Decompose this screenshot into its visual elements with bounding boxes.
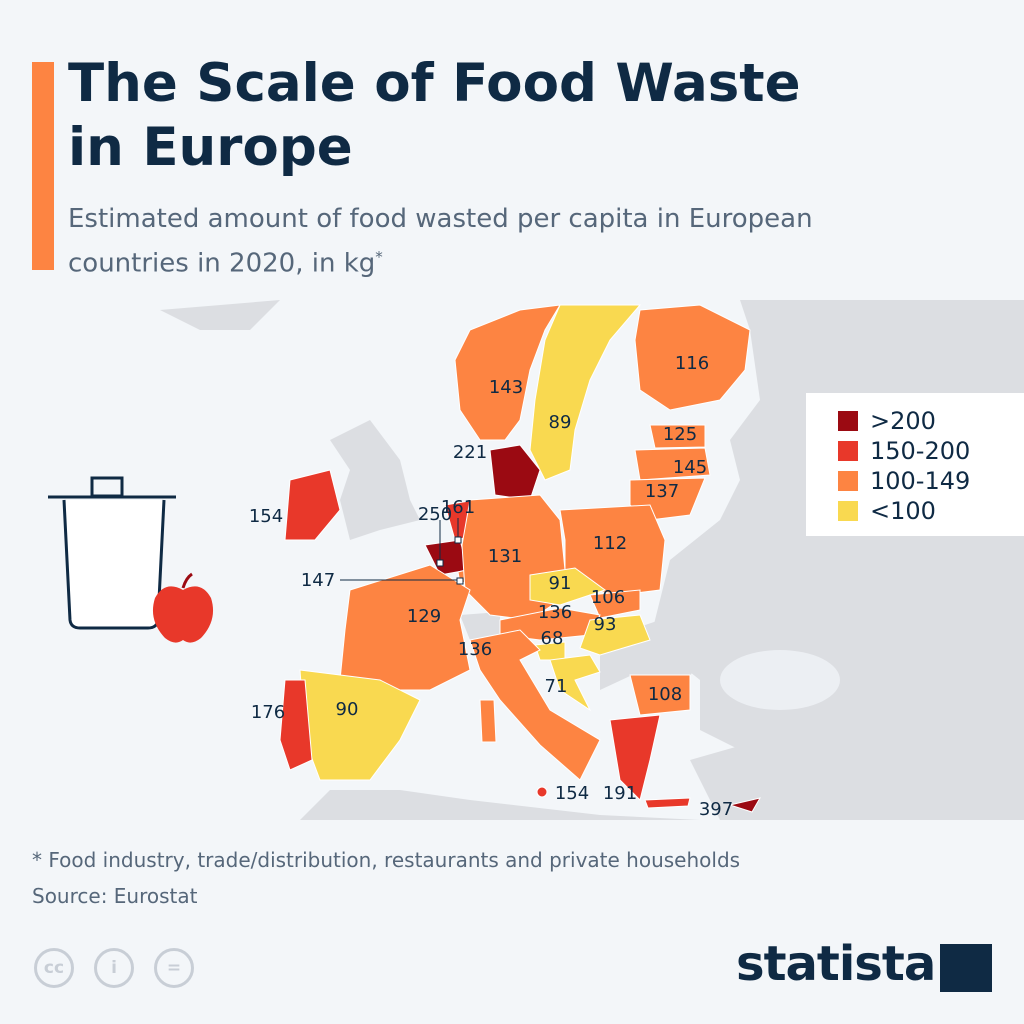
legend-swatch bbox=[838, 441, 858, 461]
legend-swatch bbox=[838, 471, 858, 491]
value-label-dk: 221 bbox=[453, 442, 487, 463]
value-label-bg: 108 bbox=[648, 684, 682, 705]
value-label-at: 136 bbox=[538, 602, 572, 623]
footnote: * Food industry, trade/distribution, res… bbox=[32, 848, 741, 872]
country-pt bbox=[279, 679, 313, 771]
legend-label: 150-200 bbox=[870, 437, 971, 465]
country-no bbox=[454, 304, 561, 441]
country-se bbox=[529, 304, 642, 481]
value-label-sk: 106 bbox=[591, 587, 625, 608]
country-gr bbox=[644, 797, 691, 809]
legend-item: 100-149 bbox=[838, 467, 970, 495]
trash-bin-icon bbox=[48, 476, 214, 643]
value-label-it: 136 bbox=[458, 639, 492, 660]
value-label-de: 131 bbox=[488, 546, 522, 567]
country-ie bbox=[284, 469, 341, 541]
value-label-fr: 129 bbox=[407, 606, 441, 627]
legend-swatch bbox=[838, 501, 858, 521]
legend-label: 100-149 bbox=[870, 467, 971, 495]
country-gr bbox=[609, 714, 661, 801]
value-label-be: 250 bbox=[418, 504, 452, 525]
legend-label: <100 bbox=[870, 497, 936, 525]
attribution-icon[interactable]: i bbox=[94, 948, 134, 988]
value-label-lt: 137 bbox=[645, 481, 679, 502]
country-bg bbox=[629, 674, 691, 716]
country-sk bbox=[589, 589, 641, 619]
leader-markers bbox=[436, 536, 464, 585]
footnote-mark: * bbox=[375, 248, 383, 266]
value-label-ie: 154 bbox=[249, 506, 283, 527]
value-label-hr: 71 bbox=[545, 676, 568, 697]
value-label-nl: 161 bbox=[441, 497, 475, 518]
country-fr bbox=[339, 564, 471, 691]
value-label-lu: 147 bbox=[301, 570, 335, 591]
statista-logo[interactable]: statista bbox=[736, 936, 936, 992]
country-fi bbox=[634, 304, 751, 411]
country-cz bbox=[529, 567, 607, 606]
subtitle-text: Estimated amount of food wasted per capi… bbox=[68, 204, 813, 279]
page-title: The Scale of Food Waste in Europe bbox=[68, 53, 801, 178]
country-dk bbox=[489, 444, 541, 501]
source: Source: Eurostat bbox=[32, 884, 198, 908]
country-hu bbox=[579, 614, 651, 656]
value-label-es: 90 bbox=[336, 699, 359, 720]
leader-lines bbox=[340, 518, 460, 581]
cc-license-icon[interactable]: cc bbox=[34, 948, 74, 988]
legend-item: <100 bbox=[838, 497, 936, 525]
value-label-fi: 116 bbox=[675, 353, 709, 374]
value-label-hu: 93 bbox=[594, 614, 617, 635]
value-label-cz: 91 bbox=[549, 573, 572, 594]
country-it bbox=[479, 699, 497, 743]
value-label-pt: 176 bbox=[251, 702, 285, 723]
country-ee bbox=[649, 424, 706, 449]
accent-bar bbox=[32, 62, 54, 270]
apple-icon bbox=[152, 572, 214, 643]
value-label-gr: 191 bbox=[603, 783, 637, 804]
legend-swatch bbox=[838, 411, 858, 431]
value-label-se: 89 bbox=[549, 412, 572, 433]
country-lv bbox=[634, 447, 711, 481]
value-label-si: 68 bbox=[541, 628, 564, 649]
legend: >200 150-200 100-149 <100 bbox=[806, 393, 1024, 536]
legend-item: 150-200 bbox=[838, 437, 970, 465]
legend-item: >200 bbox=[838, 407, 936, 435]
country-mt bbox=[536, 786, 548, 798]
value-label-ee: 125 bbox=[663, 424, 697, 445]
black-sea bbox=[720, 650, 840, 710]
value-label-lv: 145 bbox=[673, 457, 707, 478]
no-derivatives-icon[interactable]: = bbox=[154, 948, 194, 988]
country-cy bbox=[728, 797, 762, 813]
subtitle: Estimated amount of food wasted per capi… bbox=[68, 200, 828, 283]
value-label-cy: 397 bbox=[699, 799, 733, 820]
statista-logo-mark bbox=[940, 944, 992, 992]
value-label-pl: 112 bbox=[593, 533, 627, 554]
country-it bbox=[469, 629, 601, 781]
value-label-no: 143 bbox=[489, 377, 523, 398]
country-hr bbox=[549, 654, 601, 712]
value-label-mt: 154 bbox=[555, 783, 589, 804]
legend-label: >200 bbox=[870, 407, 936, 435]
